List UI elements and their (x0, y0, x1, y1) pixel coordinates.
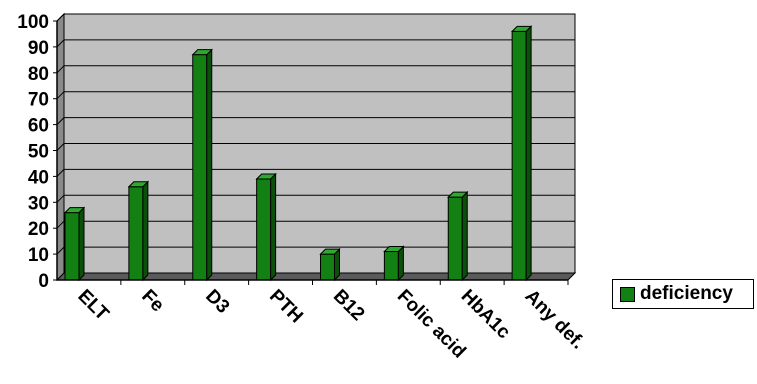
y-tick-label: 50 (28, 142, 49, 163)
gridline-side (56, 117, 65, 125)
bar (510, 25, 533, 282)
gridline-side (56, 220, 65, 229)
y-tick-label: 60 (28, 116, 49, 137)
gridline-side (56, 143, 65, 151)
gridline-side (56, 194, 65, 203)
y-tick-label: 90 (28, 38, 49, 59)
x-tick-label: ELT (73, 286, 113, 326)
gridline-side (56, 39, 65, 48)
gridline-side (56, 13, 65, 22)
y-axis: 0 10 20 30 40 50 60 70 80 90 100 (17, 12, 58, 292)
legend-label: deficiency (640, 283, 733, 304)
bar (319, 247, 341, 282)
bar (447, 190, 469, 282)
gridline-side (56, 65, 65, 74)
bars (63, 25, 533, 282)
x-tick-label: D3 (201, 286, 233, 318)
x-tick-label: Any def. (521, 286, 589, 354)
x-tick-label: HbA1c (457, 286, 515, 344)
x-tick-label: B12 (329, 286, 368, 325)
y-tick-label: 30 (28, 193, 49, 214)
y-tick-label: 80 (28, 64, 49, 85)
legend: deficiency (612, 279, 754, 309)
gridline-side (56, 246, 65, 255)
y-tick-label: 20 (28, 219, 49, 240)
x-tick-label: PTH (265, 286, 307, 328)
x-tick-label: Folic acid (393, 286, 470, 363)
gridline-side (56, 169, 65, 177)
bar (383, 245, 405, 282)
y-tick-label: 100 (17, 12, 49, 33)
y-tick-label: 40 (28, 167, 49, 188)
y-tick-label: 0 (38, 271, 49, 292)
bar (127, 180, 150, 282)
bar (63, 206, 86, 282)
legend-swatch (620, 286, 635, 302)
y-tick-label: 10 (28, 245, 49, 266)
bar (255, 172, 277, 282)
y-tick-label: 70 (28, 90, 49, 111)
x-tick-label: Fe (137, 286, 168, 317)
bar (191, 48, 213, 282)
gridlines (56, 13, 575, 255)
gridline-side (56, 91, 65, 100)
